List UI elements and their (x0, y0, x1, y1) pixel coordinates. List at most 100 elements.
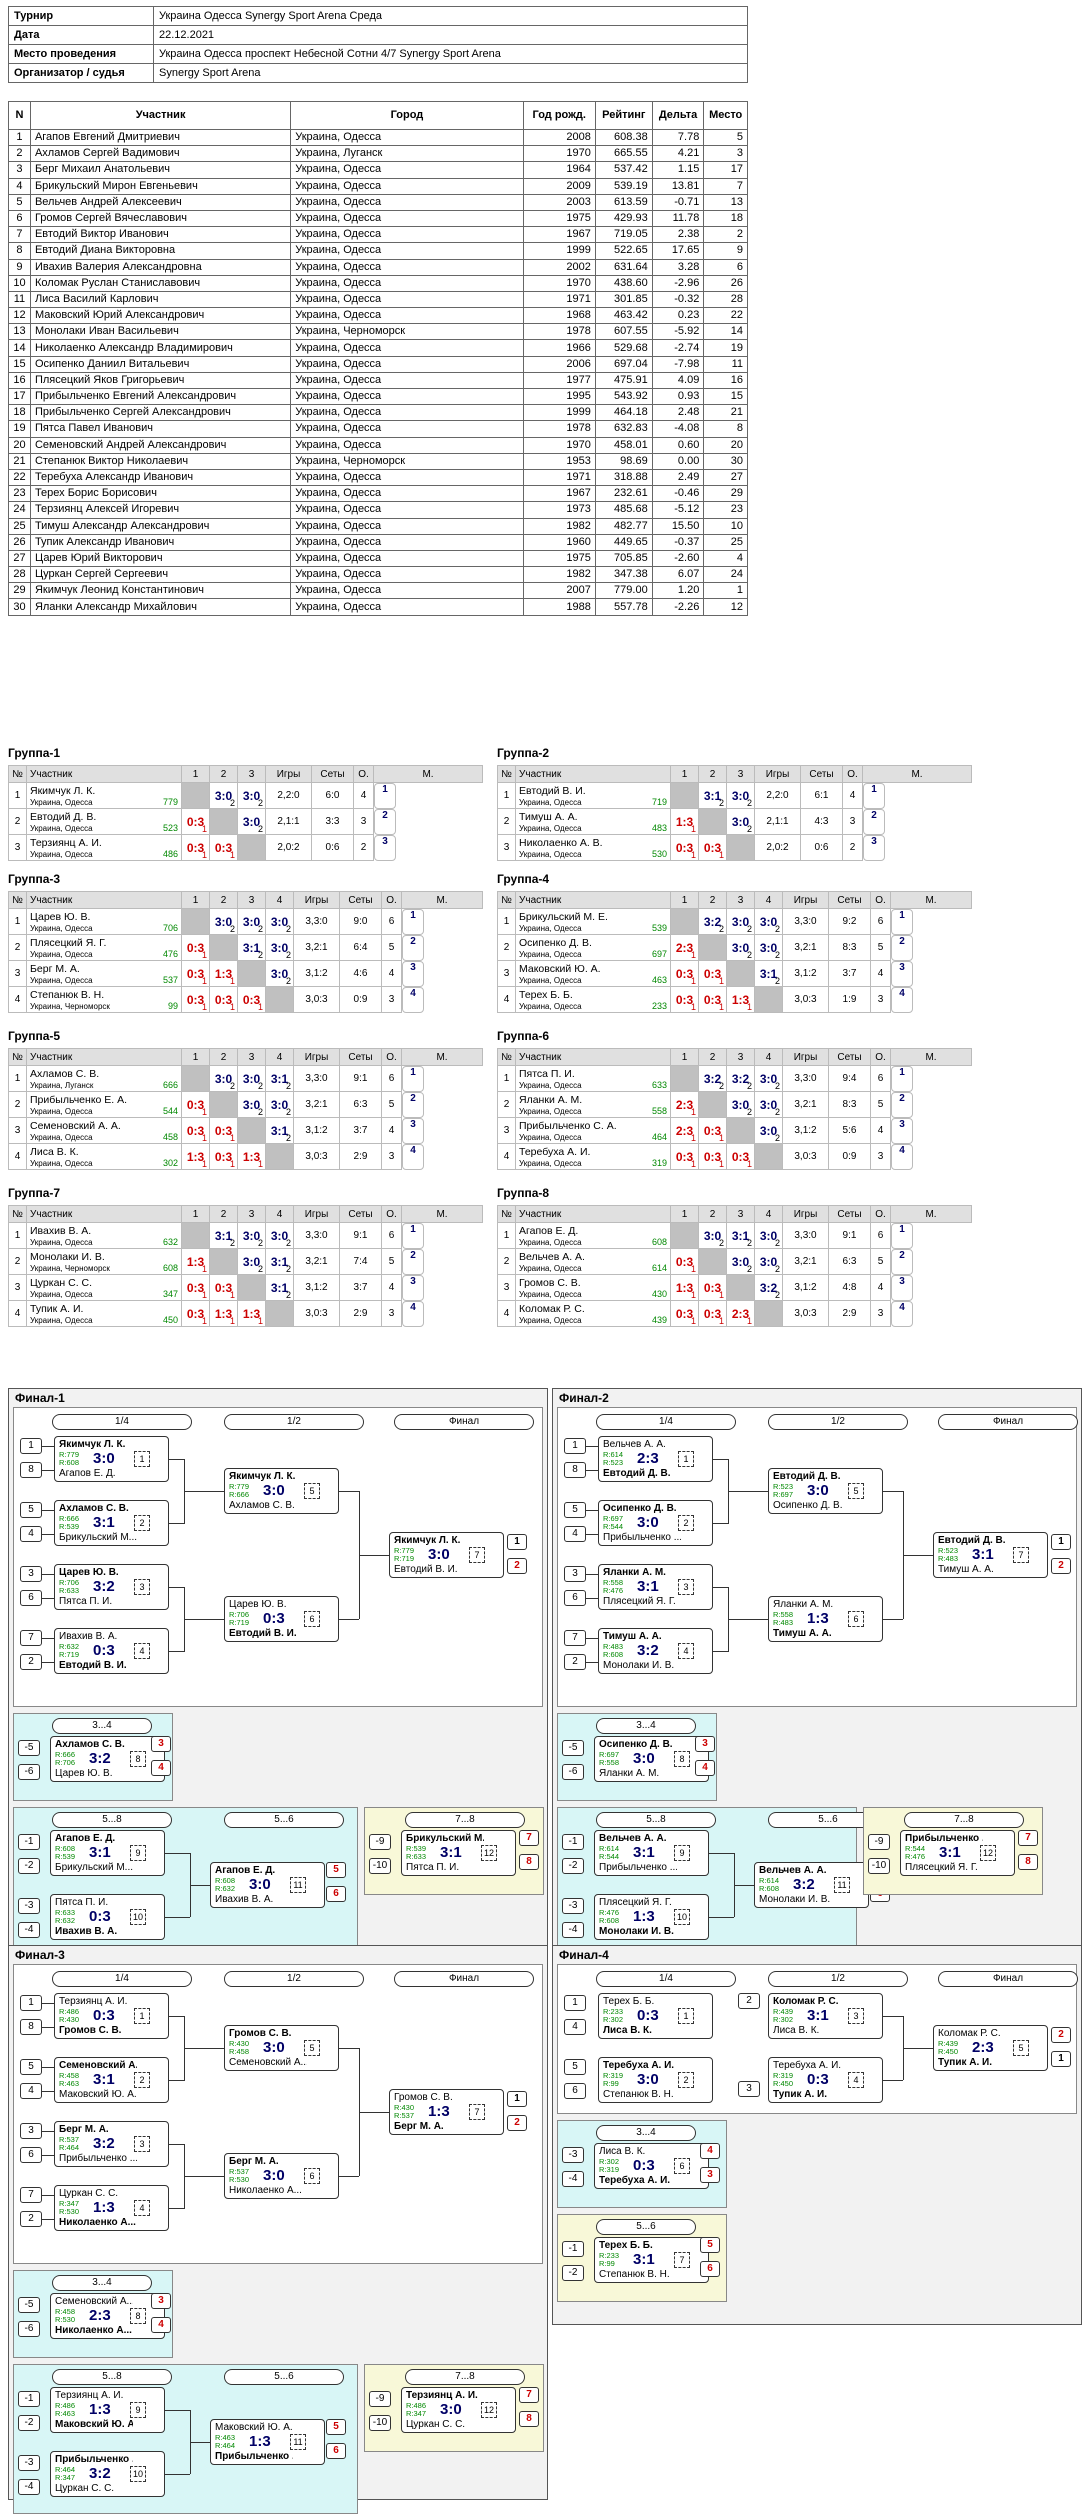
bracket-line (339, 2048, 359, 2049)
group-score-value: 0:3 (703, 992, 722, 1007)
group-score-points: 1 (201, 1133, 207, 1143)
bracket-line (339, 1619, 359, 1620)
group-player-city: Украина, Одесса (519, 798, 582, 807)
group-score-points: 1 (201, 1107, 207, 1117)
group-sets: 4:3 (800, 808, 843, 835)
group-score-points: 2 (229, 1081, 235, 1091)
match-score: 0:3 (93, 1642, 115, 1659)
match-ratings: R:458 R:463 (59, 2072, 79, 2088)
match-score: 2:3 (637, 1450, 659, 1467)
info-value: Synergy Sport Arena (153, 63, 748, 83)
group-row: 3 Маковский Ю. А. Украина, Одесса 463 0:3 1 0:… (497, 960, 972, 987)
bracket-line (165, 2474, 190, 2475)
group-score-points: 1 (718, 1316, 724, 1326)
group-player-rating: 537 (162, 975, 178, 985)
match-player-2: Монолаки И. В. (759, 1894, 831, 1905)
match-player-2: Осипенко Д. В. (773, 1500, 843, 1511)
group-player-name: Прибыльченко С. А. (519, 1120, 617, 1132)
group-player-rating: 632 (162, 1237, 178, 1247)
group-player: Плясецкий Я. Г. Украина, Одесса 476 (26, 934, 182, 961)
match-ratings: R:319 R:450 (773, 2072, 793, 2088)
player-cell: 539.19 (594, 177, 653, 195)
match-score: 1:3 (428, 2103, 450, 2120)
match-box: Осипенко Д. В. R:697 R:544 3:0 2 Прибыльченко… (598, 1500, 713, 1546)
match-ratings: R:779 R:608 (59, 1451, 79, 1467)
match-player-1: Теребуха А. И. (773, 2060, 842, 2071)
match-rating-1: R:706 (59, 1578, 80, 1587)
group-row: 1 Агапов Е. Д. Украина, Одесса 608 3:0 2 3:1 2 3… (497, 1222, 972, 1249)
match-ratings: R:439 R:450 (938, 2040, 958, 2056)
group-header-cell: Участник (26, 765, 182, 783)
group-sets: 3:7 (339, 1117, 382, 1144)
player-cell: 1975 (522, 549, 596, 568)
group-player-rating: 476 (162, 949, 178, 959)
group-score: 3:0 2 (754, 1117, 783, 1144)
group-header-cell: М. (401, 891, 483, 909)
group-place-final: 3 (402, 1274, 424, 1301)
group-self-cell (670, 1065, 699, 1092)
player-cell: 632.83 (594, 420, 653, 438)
group-header-cell: О. (381, 891, 402, 909)
group-place-final: 2 (402, 1248, 424, 1275)
place-7: 7 (519, 2387, 539, 2403)
group-score: 1:3 1 (209, 1300, 238, 1327)
match-score: 0:3 (637, 2007, 659, 2024)
match-number: 12 (980, 1845, 996, 1861)
match-score: 3:0 (637, 2071, 659, 2088)
group-place-final: 2 (402, 934, 424, 961)
match-rating-2: R:302 (773, 2015, 794, 2024)
match-player-1: Громов С. В. (229, 2028, 292, 2039)
match-score: 1:3 (633, 1908, 655, 1925)
group-player-rating: 608 (162, 1263, 178, 1273)
group-score: 3:0 2 (754, 1091, 783, 1118)
match-number: 3 (678, 1579, 694, 1595)
group-score-value: 2:3 (675, 940, 694, 955)
group-score-points: 1 (690, 1290, 696, 1300)
group-player: Берг М. А. Украина, Одесса 537 (26, 960, 182, 987)
match-ratings: R:347 R:530 (59, 2200, 79, 2216)
group-player-rating: 697 (651, 949, 667, 959)
player-cell: 14 (8, 339, 31, 357)
seed-box: 8 (20, 2019, 42, 2035)
group-score-value: 3:0 (242, 1228, 261, 1243)
match-box: Коломак Р. С. R:439 R:302 3:1 3 Лиса В. К. (768, 1993, 883, 2039)
group-games: 3,0:3 (782, 1143, 829, 1170)
group-row: 2 Осипенко Д. В. Украина, Одесса 697 2:3 1 3:0… (497, 934, 972, 961)
seed-box: 1 (564, 1995, 586, 2011)
group-score-points: 1 (690, 976, 696, 986)
match-ratings: R:666 R:539 (59, 1515, 79, 1531)
group-place: 4 (8, 1143, 27, 1170)
group-games: 3,1:2 (293, 1117, 340, 1144)
group-score-value: 1:3 (242, 1149, 261, 1164)
group-score-points: 2 (229, 798, 235, 808)
player-cell: Брикульский Мирон Евгеньевич (29, 177, 292, 195)
match-rating-1: R:614 (759, 1876, 780, 1885)
player-cell: 4 (8, 177, 31, 195)
player-cell: Украина, Одесса (290, 485, 524, 503)
match-player-2: Плясецкий Я. Г. (905, 1862, 978, 1873)
group-sets: 8:3 (828, 1091, 871, 1118)
player-row: 19 Пятса Павел Иванович Украина, Одесса 197… (8, 420, 748, 438)
player-cell: 705.85 (594, 549, 653, 568)
group-place-final: 3 (374, 834, 396, 861)
match-player-1: Теребуха А. И. (603, 2060, 675, 2071)
match-number: 9 (674, 1845, 690, 1861)
match-player-1: Царев Ю. В. (229, 1599, 287, 1610)
player-cell: Коломак Руслан Станиславович (29, 274, 292, 292)
player-cell: 449.65 (594, 533, 653, 551)
bracket-line (190, 2442, 210, 2443)
place-4: 4 (151, 1760, 171, 1776)
match-number: 3 (134, 2136, 150, 2152)
match-rating-1: R:233 (603, 2007, 624, 2016)
group-self-cell (237, 1117, 266, 1144)
group-games: 3,1:2 (782, 1274, 829, 1301)
player-cell: 2006 (522, 355, 596, 373)
group-player-city: Украина, Одесса (30, 824, 93, 833)
place-4: 4 (151, 2317, 171, 2333)
bracket-line (586, 1638, 598, 1639)
group-score-value: 0:3 (703, 840, 722, 855)
player-cell: Украина, Одесса (290, 161, 524, 179)
bracket-line (883, 2016, 903, 2017)
bracket-line (359, 2112, 389, 2113)
match-box: Ахламов С. В. R:666 R:706 3:2 8 Царев Ю. В. (50, 1736, 165, 1782)
